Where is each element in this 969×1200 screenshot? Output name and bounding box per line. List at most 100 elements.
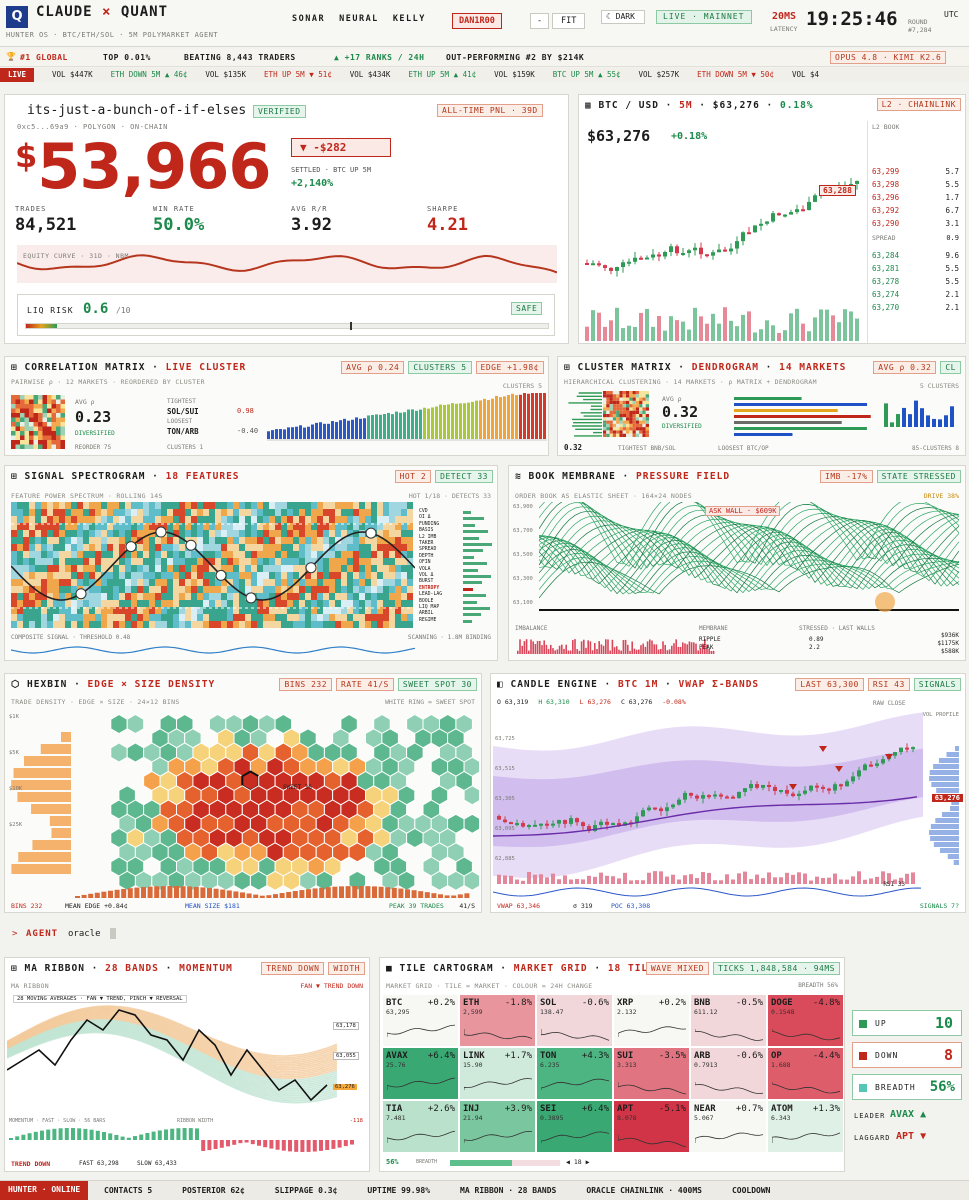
imbalance-bar (675, 639, 677, 654)
tile-btc[interactable]: BTC +0.2% 63,295 (382, 994, 459, 1047)
tile-apt[interactable]: APT -5.1% 8.078 (613, 1100, 690, 1153)
spec-cell (353, 565, 359, 572)
heat-cell (11, 435, 16, 440)
momentum-bar (114, 1134, 119, 1140)
spec-cell (137, 502, 143, 509)
spec-cell (329, 614, 335, 621)
imbalance-bar (690, 642, 693, 654)
tile-doge[interactable]: DOGE -4.8% 0.1548 (767, 994, 844, 1047)
heat-cell (629, 430, 633, 434)
tile-near[interactable]: NEAR +0.7% 5.067 (690, 1100, 767, 1153)
tile-inj[interactable]: INJ +3.9% 21.94 (459, 1100, 536, 1153)
btc-candle (777, 213, 781, 216)
link-bar (914, 400, 918, 427)
spec-cell (323, 586, 329, 593)
corr-bar (511, 393, 514, 439)
user-badge[interactable]: DAN1R00 (452, 13, 502, 29)
spec-node (365, 527, 377, 539)
tile-ton[interactable]: TON +4.3% 6.235 (536, 1047, 613, 1100)
spec-cell (35, 502, 41, 509)
btc-volume (771, 325, 775, 341)
zoom-fit-button[interactable]: FIT (552, 13, 586, 29)
heat-cell (60, 435, 65, 440)
imbalance-bar (528, 650, 530, 654)
corr-bar (323, 423, 326, 439)
spec-cell (95, 565, 101, 572)
tiles-bottom-right[interactable]: ◀ 18 ▶ (566, 1158, 590, 1166)
corr-bar (435, 406, 438, 439)
spec-cell (167, 586, 173, 593)
corr-bar (507, 395, 510, 439)
tiles-bottom-left: 56% (386, 1158, 399, 1166)
tile-sui[interactable]: SUI -3.5% 3.313 (613, 1047, 690, 1100)
spec-cell (371, 565, 377, 572)
spec-cell (131, 621, 137, 628)
nav-sonar[interactable]: SONAR (292, 14, 326, 24)
heat-cell (616, 400, 620, 405)
tile-eth[interactable]: ETH -1.8% 2,599 (459, 994, 536, 1047)
zoom-minus-button[interactable]: - (530, 13, 550, 29)
tile-op[interactable]: OP -4.4% 1.688 (767, 1047, 844, 1100)
spec-cell (185, 579, 191, 586)
spec-node (75, 588, 87, 600)
spec-cell (29, 516, 35, 523)
hex-margin-y (11, 864, 71, 874)
spec-cell (179, 558, 185, 565)
corr-bar (271, 430, 274, 439)
hex-icon: ⬡ (11, 679, 21, 690)
nav-neural[interactable]: NEURAL (339, 14, 379, 24)
theme-toggle[interactable]: ☾ DARK (601, 10, 645, 24)
corr-diversified: DIVERSIFIED (75, 430, 115, 437)
heat-cell (38, 413, 43, 418)
cdl-volume (647, 872, 651, 884)
momentum-bar (343, 1140, 348, 1147)
hex-margin-x (81, 894, 87, 898)
nav-kelly[interactable]: KELLY (392, 14, 426, 24)
spec-cell (407, 537, 413, 544)
corr-bar (275, 429, 278, 439)
laggard-value: APT ▼ (896, 1131, 927, 1142)
heat-cell (622, 391, 626, 395)
imbalance-bar (545, 644, 548, 654)
heat-cell (56, 444, 61, 449)
spec-cell (323, 502, 329, 509)
tile-spark-line (541, 1029, 610, 1041)
hex-cell (463, 813, 479, 834)
tile-avax[interactable]: AVAX +6.4% 25.76 (382, 1047, 459, 1100)
imbalance-bar (561, 644, 563, 654)
tile-tia[interactable]: TIA +2.6% 7.481 (382, 1100, 459, 1153)
cdl-candle (797, 793, 801, 797)
spec-cell (263, 579, 269, 586)
heat-cell (629, 433, 633, 437)
tile-pct: +4.3% (581, 1051, 609, 1061)
btc-volume (843, 309, 847, 341)
tile-sei[interactable]: SEI +6.4% 0.3895 (536, 1100, 613, 1153)
tile-bnb[interactable]: BNB -0.5% 611.12 (690, 994, 767, 1047)
tile-atom[interactable]: ATOM +1.3% 6.343 (767, 1100, 844, 1153)
spec-cell (167, 614, 173, 621)
spec-cell (371, 614, 377, 621)
spec-cell (365, 614, 371, 621)
heat-cell (635, 410, 640, 414)
spec-cell (353, 621, 359, 628)
hex-margin-x (464, 893, 470, 898)
membrane-bottom-mem: MEMBRANE (699, 625, 728, 632)
spec-cell (23, 614, 29, 621)
spec-cell (107, 579, 113, 586)
corr-bar (303, 427, 306, 439)
spec-cell (269, 516, 275, 523)
ma-sub: MA RIBBON (11, 982, 49, 990)
tile-xrp[interactable]: XRP +0.2% 2.132 (613, 994, 690, 1047)
tile-sol[interactable]: SOL -0.6% 138.47 (536, 994, 613, 1047)
tile-link[interactable]: LINK +1.7% 15.90 (459, 1047, 536, 1100)
cdl-volume (815, 876, 819, 884)
tile-arb[interactable]: ARB -0.6% 0.7913 (690, 1047, 767, 1100)
hex-margin-x (187, 886, 193, 898)
spec-cell (263, 586, 269, 593)
up-count: 10 (934, 1014, 953, 1032)
heat-cell (11, 399, 16, 404)
heat-cell (606, 397, 610, 401)
corr-bar (291, 427, 294, 439)
ma-ribbon-chart (7, 1005, 338, 1104)
agent-input[interactable]: oracle (68, 929, 101, 939)
